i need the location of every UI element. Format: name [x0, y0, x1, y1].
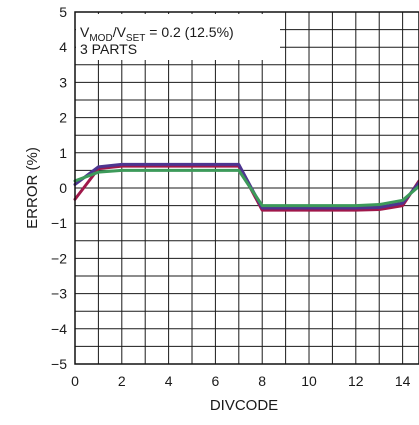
- plot-frame: [74, 11, 419, 365]
- x-tick-label: 6: [212, 373, 220, 389]
- x-tick-label: 4: [165, 373, 173, 389]
- y-tick-label: −5: [51, 356, 67, 372]
- y-tick-label: 2: [59, 110, 67, 126]
- y-tick-label: −1: [51, 215, 67, 231]
- x-tick-label: 14: [395, 373, 411, 389]
- y-tick-label: 3: [59, 74, 67, 90]
- annotation-background: [76, 14, 280, 60]
- grid: [74, 11, 419, 365]
- x-tick-label: 2: [118, 373, 126, 389]
- series-lines: [73, 162, 419, 212]
- annotation-v1: V: [80, 24, 90, 40]
- annotation-sub-mod: MOD: [89, 33, 112, 44]
- annotation: VMOD/VSET = 0.2 (12.5%) 3 PARTS: [76, 14, 280, 60]
- y-tick-label: 1: [59, 145, 67, 161]
- x-tick-label: 8: [258, 373, 266, 389]
- annotation-rest: = 0.2 (12.5%): [145, 24, 233, 40]
- y-tick-label: −2: [51, 250, 67, 266]
- y-tick-label: 0: [59, 180, 67, 196]
- annotation-line-1: VMOD/VSET = 0.2 (12.5%): [80, 24, 234, 44]
- y-tick-label: 4: [59, 39, 67, 55]
- annotation-slash: /V: [113, 24, 127, 40]
- y-tick-label: 5: [59, 4, 67, 20]
- series-line-3: [73, 168, 419, 208]
- x-tick-label: 10: [301, 373, 317, 389]
- y-axis-title: ERROR (%): [24, 147, 41, 229]
- y-tick-label: −4: [51, 321, 67, 337]
- annotation-line-2: 3 PARTS: [80, 41, 137, 57]
- annotation-sub-set: SET: [126, 33, 145, 44]
- x-axis-title: DIVCODE: [210, 397, 278, 414]
- y-tick-label: −3: [51, 286, 67, 302]
- x-tick-label: 0: [71, 373, 79, 389]
- x-tick-label: 12: [348, 373, 364, 389]
